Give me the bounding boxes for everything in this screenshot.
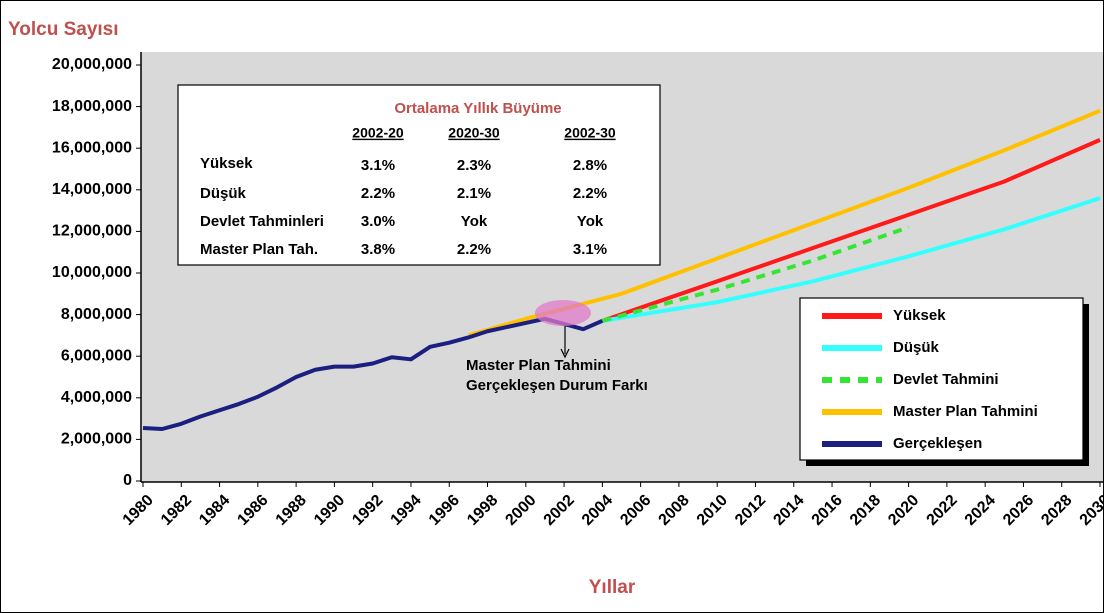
series-line — [601, 138, 1101, 323]
annotation-arrowhead — [560, 348, 570, 359]
growth-table-box — [177, 84, 661, 266]
table-cell: 3.0% — [361, 213, 395, 230]
y-tick-label: 0 — [123, 472, 132, 489]
table-cell: 2.8% — [573, 157, 607, 174]
legend-label: Düşük — [893, 339, 940, 356]
table-header: 2002-20 — [352, 125, 404, 141]
y-tick-label: 4,000,000 — [61, 389, 132, 406]
series-line — [142, 316, 604, 431]
legend-label: Devlet Tahmini — [893, 371, 999, 388]
table-header: 2020-30 — [448, 125, 500, 141]
y-tick-label: 16,000,000 — [52, 139, 132, 156]
y-tick-label: 10,000,000 — [52, 264, 132, 281]
difference-highlight — [535, 300, 591, 326]
y-tick-label: 20,000,000 — [52, 56, 132, 73]
table-title: Ortalama Yıllık Büyüme — [394, 100, 561, 117]
table-cell: 3.8% — [361, 241, 395, 258]
annotation-text: Master Plan Tahmini — [466, 357, 611, 374]
table-header: 2002-30 — [564, 125, 616, 141]
y-tick-label: 12,000,000 — [52, 223, 132, 240]
table-cell: 2.2% — [573, 185, 607, 202]
legend-label: Gerçekleşen — [893, 435, 982, 452]
table-row-label: Devlet Tahminleri — [200, 213, 324, 230]
y-tick-label: 8,000,000 — [61, 306, 132, 323]
table-row-label: Master Plan Tah. — [200, 241, 318, 258]
table-cell: 2.1% — [457, 185, 491, 202]
y-tick-label: 18,000,000 — [52, 98, 132, 115]
x-axis-label: Yıllar — [589, 577, 636, 598]
table-cell: 3.1% — [573, 241, 607, 258]
legend-label: Master Plan Tahmini — [893, 403, 1038, 420]
legend-label: Yüksek — [893, 307, 946, 324]
table-cell: 2.2% — [457, 241, 491, 258]
y-tick-label: 6,000,000 — [61, 347, 132, 364]
table-cell: Yok — [461, 213, 488, 230]
annotation-text: Gerçekleşen Durum Farkı — [466, 377, 648, 394]
table-row-label: Düşük — [200, 185, 247, 202]
table-cell: 2.2% — [361, 185, 395, 202]
table-row-label: Yüksek — [200, 155, 253, 172]
y-tick-label: 14,000,000 — [52, 181, 132, 198]
y-tick-label: 2,000,000 — [61, 431, 132, 448]
table-cell: Yok — [577, 213, 604, 230]
chart-title: Yolcu Sayısı — [8, 19, 119, 40]
series-line — [602, 196, 1101, 323]
table-cell: 3.1% — [361, 157, 395, 174]
table-cell: 2.3% — [457, 157, 491, 174]
